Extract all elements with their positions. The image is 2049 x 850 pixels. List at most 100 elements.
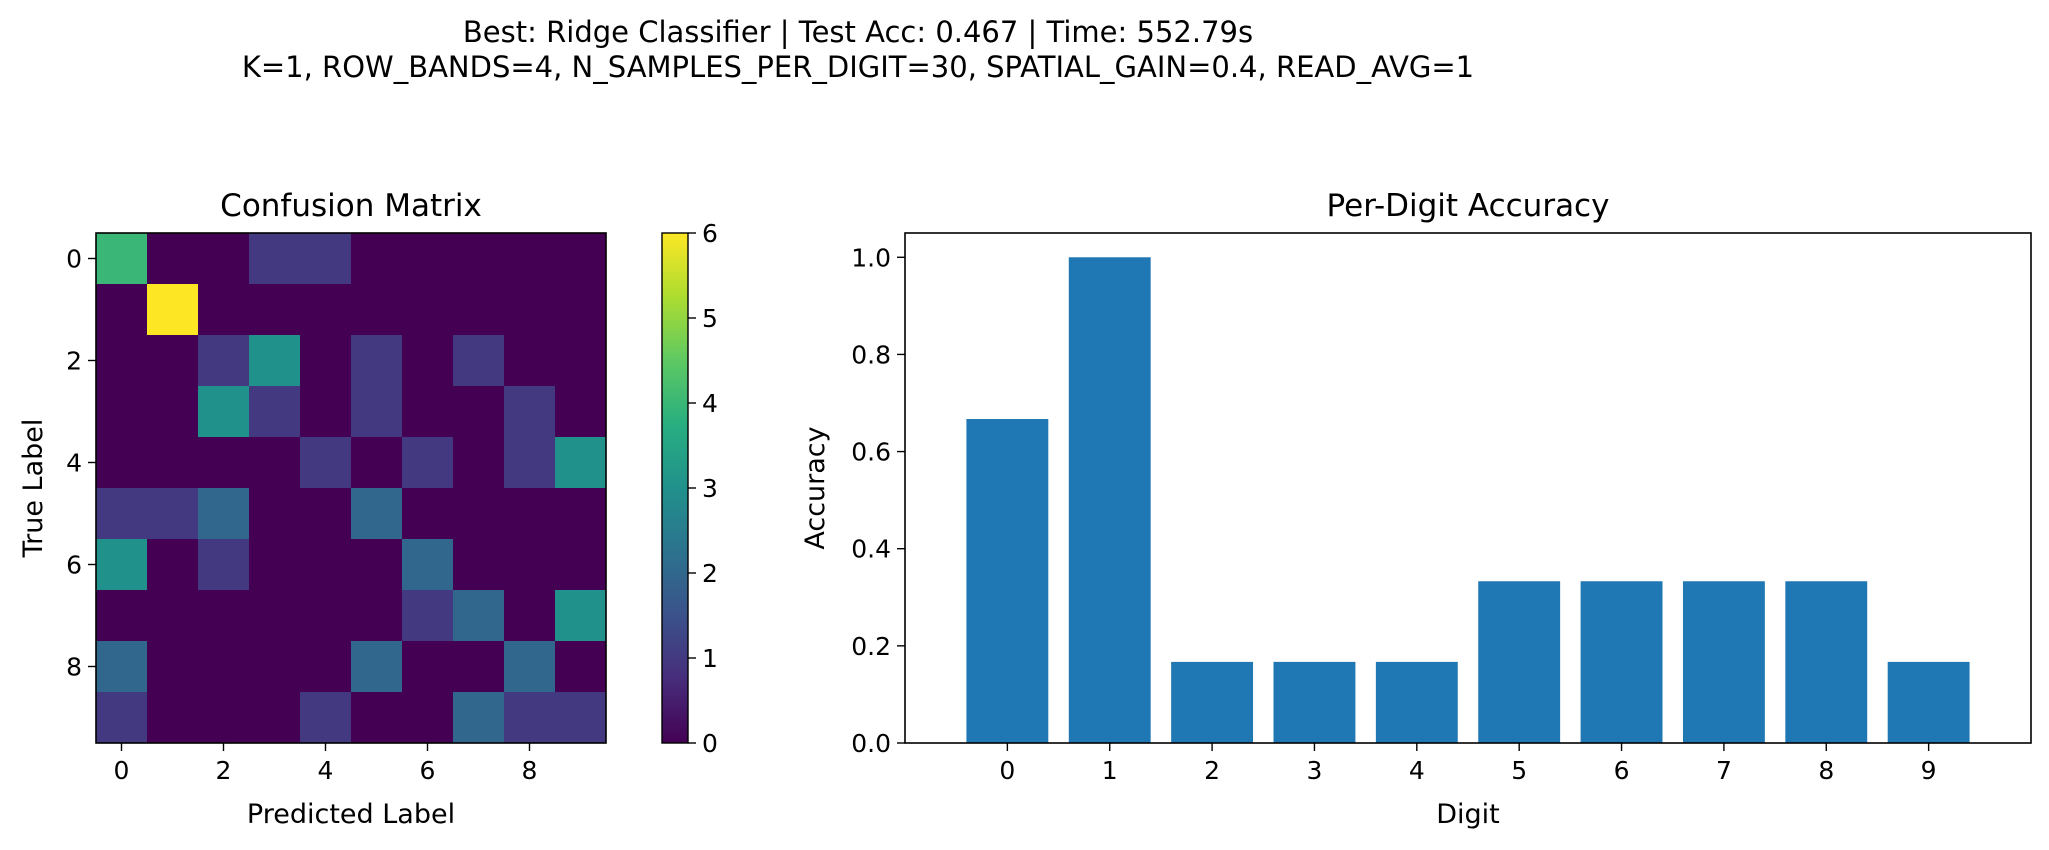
cm-cell-4-3 [249,437,301,489]
cm-cell-0-9 [555,233,607,285]
cm-cell-6-8 [504,539,556,591]
cm-cell-5-9 [555,488,607,540]
cm-cell-7-2 [198,590,250,642]
accuracy-xlabel: Digit [1436,799,1500,830]
accuracy-x-tick-label: 7 [1716,756,1732,785]
cm-cell-3-4 [300,386,352,438]
cm-cell-8-6 [402,641,454,693]
confusion-matrix-x-ticks: 0 2 4 6 8 [114,743,537,785]
cm-cell-6-2 [198,539,250,591]
cm-cell-8-7 [453,641,505,693]
cm-cell-7-8 [504,590,556,642]
accuracy-y-tick-label: 0.8 [851,340,891,369]
cm-x-tick-label: 4 [318,756,334,785]
accuracy-y-tick-label: 0.4 [851,535,891,564]
suptitle-line-2: K=1, ROW_BANDS=4, N_SAMPLES_PER_DIGIT=30… [242,50,1474,84]
colorbar-tick-label: 4 [702,389,718,418]
cm-cell-9-0 [96,692,148,744]
accuracy-x-tick-label: 0 [999,756,1015,785]
colorbar-ticks: 0 1 2 3 4 5 6 [688,219,718,758]
accuracy-bar-8 [1785,581,1868,743]
cm-cell-2-5 [351,335,403,387]
cm-cell-2-0 [96,335,148,387]
cm-cell-2-3 [249,335,301,387]
confusion-matrix-cells [96,233,607,744]
accuracy-chart-title: Per-Digit Accuracy [1327,188,1610,224]
cm-cell-6-9 [555,539,607,591]
accuracy-bar-9 [1887,661,1970,743]
accuracy-bar-2 [1171,661,1254,743]
cm-cell-2-1 [147,335,199,387]
cm-cell-6-1 [147,539,199,591]
cm-cell-5-8 [504,488,556,540]
cm-cell-1-1 [147,284,199,336]
cm-cell-4-1 [147,437,199,489]
cm-cell-5-7 [453,488,505,540]
cm-cell-0-1 [147,233,199,285]
cm-cell-8-9 [555,641,607,693]
cm-cell-9-8 [504,692,556,744]
accuracy-y-ticks: 0.0 0.2 0.4 0.6 0.8 1.0 [851,243,905,758]
cm-cell-3-8 [504,386,556,438]
cm-cell-7-7 [453,590,505,642]
cm-cell-1-3 [249,284,301,336]
cm-cell-4-5 [351,437,403,489]
accuracy-x-tick-label: 4 [1409,756,1425,785]
cm-cell-7-3 [249,590,301,642]
accuracy-x-tick-label: 8 [1818,756,1834,785]
colorbar-tick-label: 6 [702,219,718,248]
cm-x-tick-label: 0 [114,756,130,785]
cm-cell-9-6 [402,692,454,744]
accuracy-bar-6 [1580,581,1663,743]
cm-cell-7-6 [402,590,454,642]
cm-cell-2-9 [555,335,607,387]
cm-cell-4-4 [300,437,352,489]
cm-cell-8-5 [351,641,403,693]
cm-cell-9-3 [249,692,301,744]
cm-cell-6-4 [300,539,352,591]
cm-cell-8-0 [96,641,148,693]
cm-cell-1-8 [504,284,556,336]
cm-cell-7-1 [147,590,199,642]
confusion-matrix-y-ticks: 0 2 4 6 8 [66,245,96,682]
cm-cell-8-2 [198,641,250,693]
cm-cell-5-1 [147,488,199,540]
cm-cell-3-0 [96,386,148,438]
accuracy-bar-1 [1068,257,1151,743]
accuracy-bar-0 [966,419,1049,743]
cm-cell-0-0 [96,233,148,285]
cm-cell-9-5 [351,692,403,744]
confusion-matrix-title: Confusion Matrix [220,188,482,224]
cm-cell-5-4 [300,488,352,540]
cm-cell-6-7 [453,539,505,591]
cm-cell-5-5 [351,488,403,540]
colorbar-tick-label: 2 [702,559,718,588]
cm-cell-1-9 [555,284,607,336]
cm-cell-4-6 [402,437,454,489]
accuracy-x-tick-label: 3 [1307,756,1323,785]
cm-cell-5-3 [249,488,301,540]
cm-cell-1-2 [198,284,250,336]
cm-cell-9-2 [198,692,250,744]
cm-cell-2-2 [198,335,250,387]
cm-cell-0-3 [249,233,301,285]
cm-cell-8-8 [504,641,556,693]
accuracy-x-tick-label: 2 [1204,756,1220,785]
cm-cell-9-1 [147,692,199,744]
cm-cell-5-6 [402,488,454,540]
accuracy-y-tick-label: 0.0 [851,729,891,758]
cm-cell-7-0 [96,590,148,642]
cm-cell-8-4 [300,641,352,693]
cm-cell-6-5 [351,539,403,591]
colorbar: 0 1 2 3 4 5 6 [661,219,718,758]
cm-cell-6-0 [96,539,148,591]
cm-cell-4-2 [198,437,250,489]
cm-cell-0-5 [351,233,403,285]
cm-cell-4-9 [555,437,607,489]
confusion-matrix-xlabel: Predicted Label [247,799,455,830]
confusion-matrix-frame [95,232,607,744]
accuracy-x-tick-label: 5 [1511,756,1527,785]
cm-cell-3-2 [198,386,250,438]
